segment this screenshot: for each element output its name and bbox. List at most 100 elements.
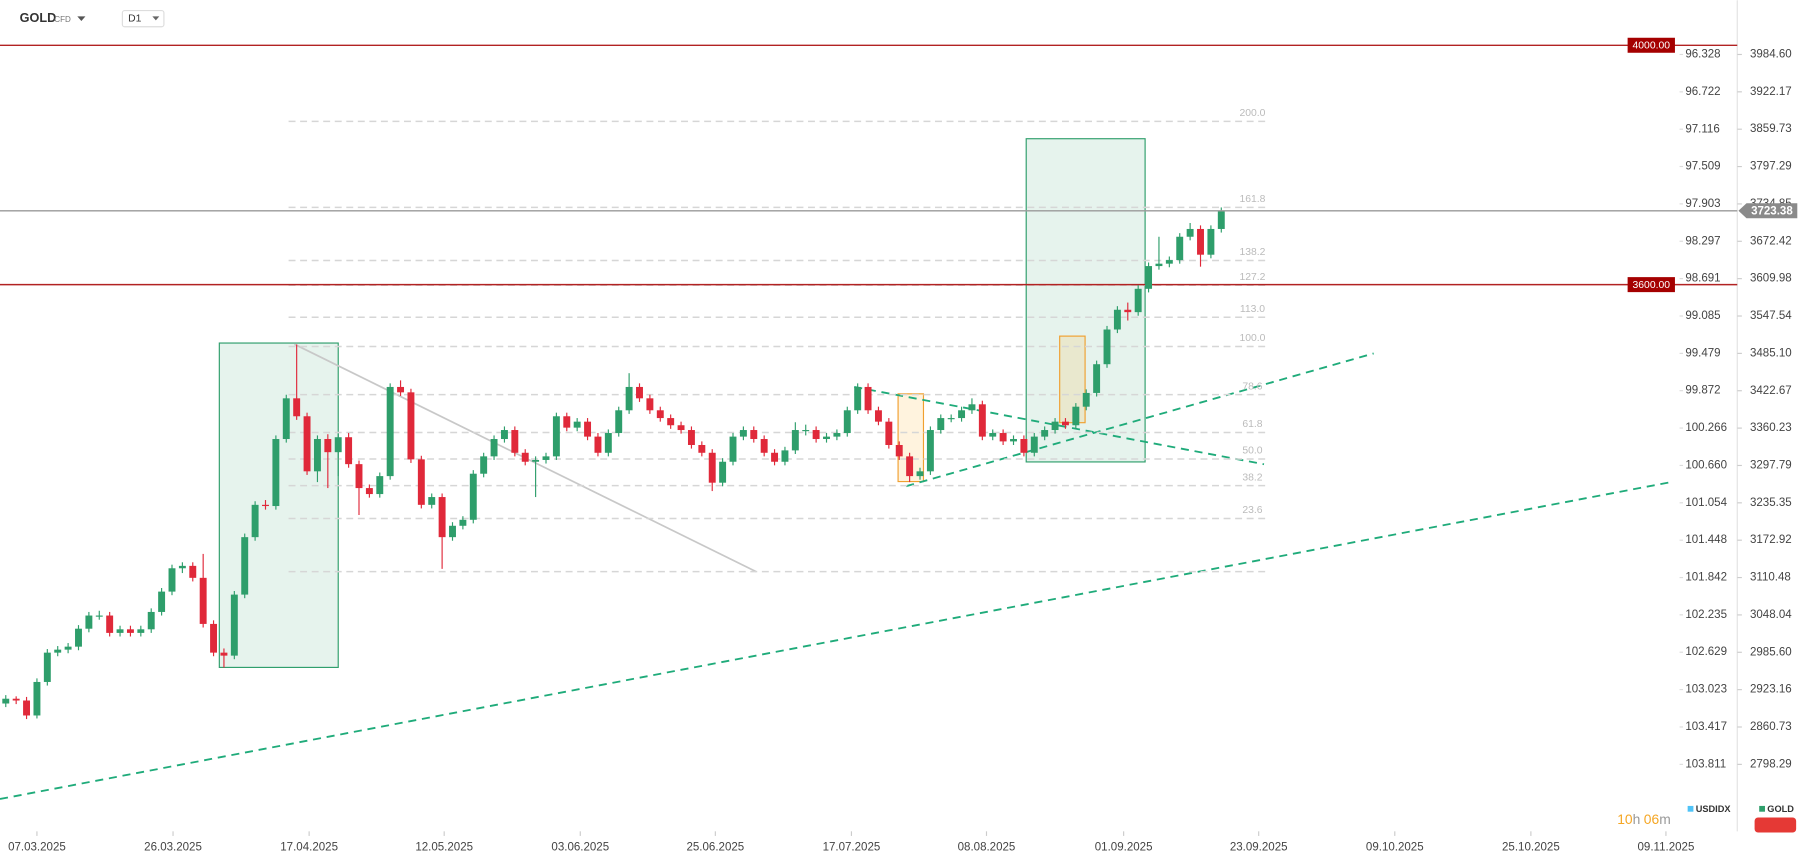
candle-body <box>833 433 841 437</box>
y2-tick-label: 101.054 <box>1685 497 1727 509</box>
level-tag <box>1627 277 1675 293</box>
x-tick-label: 26.03.2025 <box>144 842 202 854</box>
candle-body <box>750 430 758 440</box>
candle-body <box>1217 211 1225 229</box>
candle-body <box>1072 406 1080 426</box>
candle-body <box>1051 421 1059 431</box>
x-tick-label: 25.10.2025 <box>1502 842 1560 854</box>
y-tick-label: 2923.16 <box>1750 684 1792 696</box>
candle-body <box>500 430 508 440</box>
candle-body <box>947 418 955 420</box>
candle-body <box>687 430 695 445</box>
legend-label: USDIDX <box>1696 804 1732 814</box>
symbol[interactable]: GOLD <box>20 11 57 25</box>
candle-body <box>604 433 612 453</box>
candle-body <box>365 488 373 495</box>
x-tick-label: 25.06.2025 <box>686 842 744 854</box>
candle-body <box>1134 288 1142 313</box>
fib-label: 127.2 <box>1239 272 1265 283</box>
candle-body <box>729 436 737 462</box>
current-price-tag <box>1738 203 1798 219</box>
candle-body <box>594 436 602 453</box>
candle-body <box>12 698 20 701</box>
candle-body <box>1082 392 1090 407</box>
candle-body <box>1186 228 1194 237</box>
y-tick-label: 2985.60 <box>1750 646 1792 658</box>
candle-body <box>552 416 560 457</box>
candle-body <box>636 386 643 399</box>
y2-tick-label: 98.297 <box>1685 235 1720 247</box>
candle-body <box>802 430 810 432</box>
x-tick-label: 07.03.2025 <box>8 842 66 854</box>
y2-tick-label: 96.722 <box>1685 86 1720 98</box>
toolbar: GOLD CFD D1 <box>20 10 165 28</box>
y2-tick-label: 103.023 <box>1685 684 1727 696</box>
x-tick-label: 17.04.2025 <box>280 842 338 854</box>
timeframe-select[interactable] <box>121 10 165 28</box>
candle-body <box>220 652 228 656</box>
pattern-box <box>1059 335 1086 424</box>
candle-body <box>469 473 477 520</box>
candle-body <box>33 681 41 716</box>
candle-body <box>781 450 789 462</box>
y2-tick-label: 97.903 <box>1685 198 1720 210</box>
candle-body <box>293 398 301 417</box>
candle-body <box>126 629 134 633</box>
y-tick-label: 3859.73 <box>1750 123 1792 135</box>
countdown: 10h 06m <box>1617 810 1671 826</box>
y2-tick-label: 97.509 <box>1685 161 1720 173</box>
y2-tick-label: 102.629 <box>1685 646 1727 658</box>
symbol-kind: CFD <box>54 15 71 24</box>
candle-body <box>178 565 186 569</box>
candle-body <box>334 437 342 453</box>
candle-body <box>812 430 820 440</box>
y-tick-label: 3172.92 <box>1750 534 1792 546</box>
x-tick-label: 12.05.2025 <box>415 842 473 854</box>
candle-body <box>303 416 311 472</box>
candle-body <box>1207 228 1215 255</box>
candle-body <box>1010 439 1017 442</box>
drawings <box>0 0 1738 832</box>
y-tick-label: 3485.10 <box>1750 347 1792 359</box>
x-tick-label: 03.06.2025 <box>551 842 609 854</box>
candle-body <box>324 439 332 453</box>
candle-body <box>615 410 623 434</box>
candle-body <box>1155 263 1163 267</box>
y2-tick-label: 102.235 <box>1685 609 1727 621</box>
action-button[interactable] <box>1754 817 1797 833</box>
candle-body <box>1124 309 1132 313</box>
candle-body <box>2 698 10 704</box>
candle-body <box>926 430 934 472</box>
candle-body <box>874 410 882 422</box>
candle-body <box>656 410 664 419</box>
y2-tick-label: 96.328 <box>1685 49 1720 61</box>
symbol-dropdown[interactable] <box>77 16 86 21</box>
candle-body <box>978 404 986 437</box>
candle-body <box>438 497 446 538</box>
y2-tick-label: 99.872 <box>1685 385 1720 397</box>
candle-body <box>1093 364 1101 393</box>
candle-body <box>106 615 114 633</box>
candle-body <box>158 591 166 612</box>
y-tick-label: 3360.23 <box>1750 422 1792 434</box>
legend-label: GOLD <box>1767 804 1794 814</box>
candle-body <box>968 404 976 411</box>
candle-body <box>625 386 633 411</box>
legend-swatch <box>1759 805 1765 812</box>
y-tick-label: 3297.79 <box>1750 460 1792 472</box>
candle-body <box>708 452 716 483</box>
y-tick-label: 3048.04 <box>1750 609 1792 621</box>
candle-body <box>999 433 1007 442</box>
fib-label: 161.8 <box>1239 194 1265 205</box>
candle-body <box>823 436 830 440</box>
fib-label: 138.2 <box>1239 247 1265 258</box>
candle-body <box>646 398 654 411</box>
candle-body <box>355 464 363 489</box>
candle-body <box>916 471 924 477</box>
y2-tick-label: 98.691 <box>1685 273 1720 285</box>
y-tick-label: 3422.67 <box>1750 385 1792 397</box>
candle-body <box>54 649 62 653</box>
y-tick-label: 3984.60 <box>1750 49 1792 61</box>
level-label: 3600.00 <box>1633 280 1671 291</box>
